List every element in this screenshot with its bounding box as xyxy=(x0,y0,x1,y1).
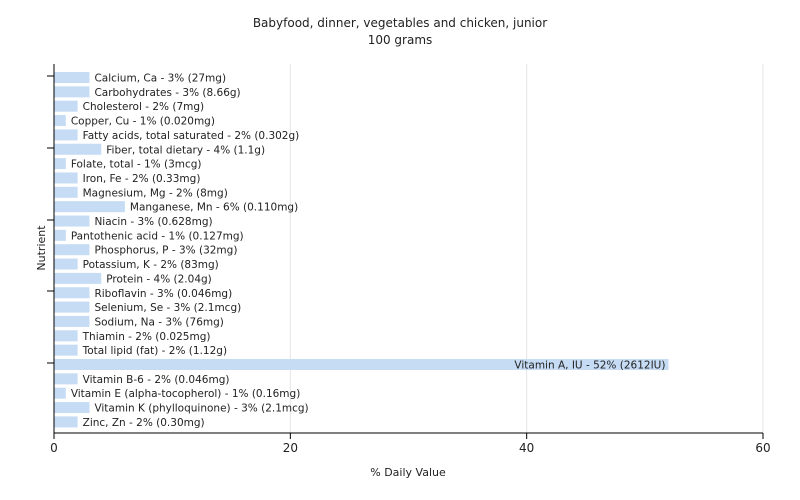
bar-label-12: Pantothenic acid - 1% (0.127mg) xyxy=(71,230,244,242)
bar-3 xyxy=(54,100,78,112)
bar-label-1: Calcium, Ca - 3% (27mg) xyxy=(94,73,226,85)
grid xyxy=(289,64,764,433)
bar-label-21: Vitamin A, IU - 52% (2612IU) xyxy=(514,360,665,372)
bar-labels: Calcium, Ca - 3% (27mg) Carbohydrates - 3… xyxy=(71,73,666,429)
bar-25 xyxy=(54,416,78,428)
bar-15 xyxy=(54,272,102,284)
bar-7 xyxy=(54,158,66,170)
bar-label-22: Vitamin B-6 - 2% (0.046mg) xyxy=(83,374,230,386)
bar-21 xyxy=(54,359,669,370)
bar-23 xyxy=(54,387,66,399)
y-axis-label: Nutrient xyxy=(35,225,48,271)
bar-4 xyxy=(54,115,66,127)
bar-label-7: Folate, total - 1% (3mcg) xyxy=(71,159,202,171)
bar-label-14: Potassium, K - 2% (83mg) xyxy=(83,259,219,271)
bar-16 xyxy=(54,287,90,299)
bar-9 xyxy=(54,186,78,198)
bar-label-10: Manganese, Mn - 6% (0.110mg) xyxy=(130,202,298,214)
x-tick-label-4: 60 xyxy=(755,441,770,455)
bar-17 xyxy=(54,301,90,313)
bar-label-6: Fiber, total dietary - 4% (1.1g) xyxy=(106,144,265,156)
bar-label-17: Selenium, Se - 3% (2.1mcg) xyxy=(94,302,241,314)
bar-label-9: Magnesium, Mg - 2% (8mg) xyxy=(83,187,228,199)
bar-label-5: Fatty acids, total saturated - 2% (0.302… xyxy=(83,130,300,142)
bar-label-8: Iron, Fe - 2% (0.33mg) xyxy=(83,173,201,185)
bar-2 xyxy=(54,86,90,98)
bar-label-23: Vitamin E (alpha-tocopherol) - 1% (0.16m… xyxy=(71,388,300,400)
bar-5 xyxy=(54,129,78,141)
bar-label-11: Niacin - 3% (0.628mg) xyxy=(94,216,212,228)
bar-label-16: Riboflavin - 3% (0.046mg) xyxy=(94,288,232,300)
bar-label-18: Sodium, Na - 3% (76mg) xyxy=(94,316,223,328)
bar-label-2: Carbohydrates - 3% (8.66g) xyxy=(94,87,240,99)
chart-title: Babyfood, dinner, vegetables and chicken… xyxy=(253,16,547,30)
bar-12 xyxy=(54,229,66,241)
bar-20 xyxy=(54,344,78,356)
bar-label-3: Cholesterol - 2% (7mg) xyxy=(83,101,205,113)
axes: 0 20 40 60 xyxy=(47,64,771,455)
bar-label-4: Copper, Cu - 1% (0.020mg) xyxy=(71,116,215,128)
bar-13 xyxy=(54,244,90,256)
bar-1 xyxy=(54,72,90,83)
bar-label-24: Vitamin K (phylloquinone) - 3% (2.1mcg) xyxy=(94,403,308,415)
bar-22 xyxy=(54,373,78,385)
bar-6 xyxy=(54,143,102,155)
bar-label-13: Phosphorus, P - 3% (32mg) xyxy=(94,245,237,257)
bar-18 xyxy=(54,315,90,327)
bar-8 xyxy=(54,172,78,184)
bar-label-15: Protein - 4% (2.04g) xyxy=(106,273,212,285)
x-tick-label-2: 20 xyxy=(283,441,298,455)
chart-subtitle: 100 grams xyxy=(368,33,433,47)
bar-24 xyxy=(54,402,90,414)
bar-10 xyxy=(54,201,125,213)
bar-label-19: Thiamin - 2% (0.025mg) xyxy=(82,331,211,343)
bar-label-25: Zinc, Zn - 2% (0.30mg) xyxy=(83,417,205,429)
bars xyxy=(54,72,669,428)
x-tick-label-3: 40 xyxy=(519,441,534,455)
x-tick-label-1: 0 xyxy=(50,441,58,455)
bar-label-20: Total lipid (fat) - 2% (1.12g) xyxy=(82,345,227,357)
x-axis-label: % Daily Value xyxy=(370,466,446,479)
bar-11 xyxy=(54,215,90,227)
bar-14 xyxy=(54,258,78,270)
bar-19 xyxy=(54,330,78,342)
